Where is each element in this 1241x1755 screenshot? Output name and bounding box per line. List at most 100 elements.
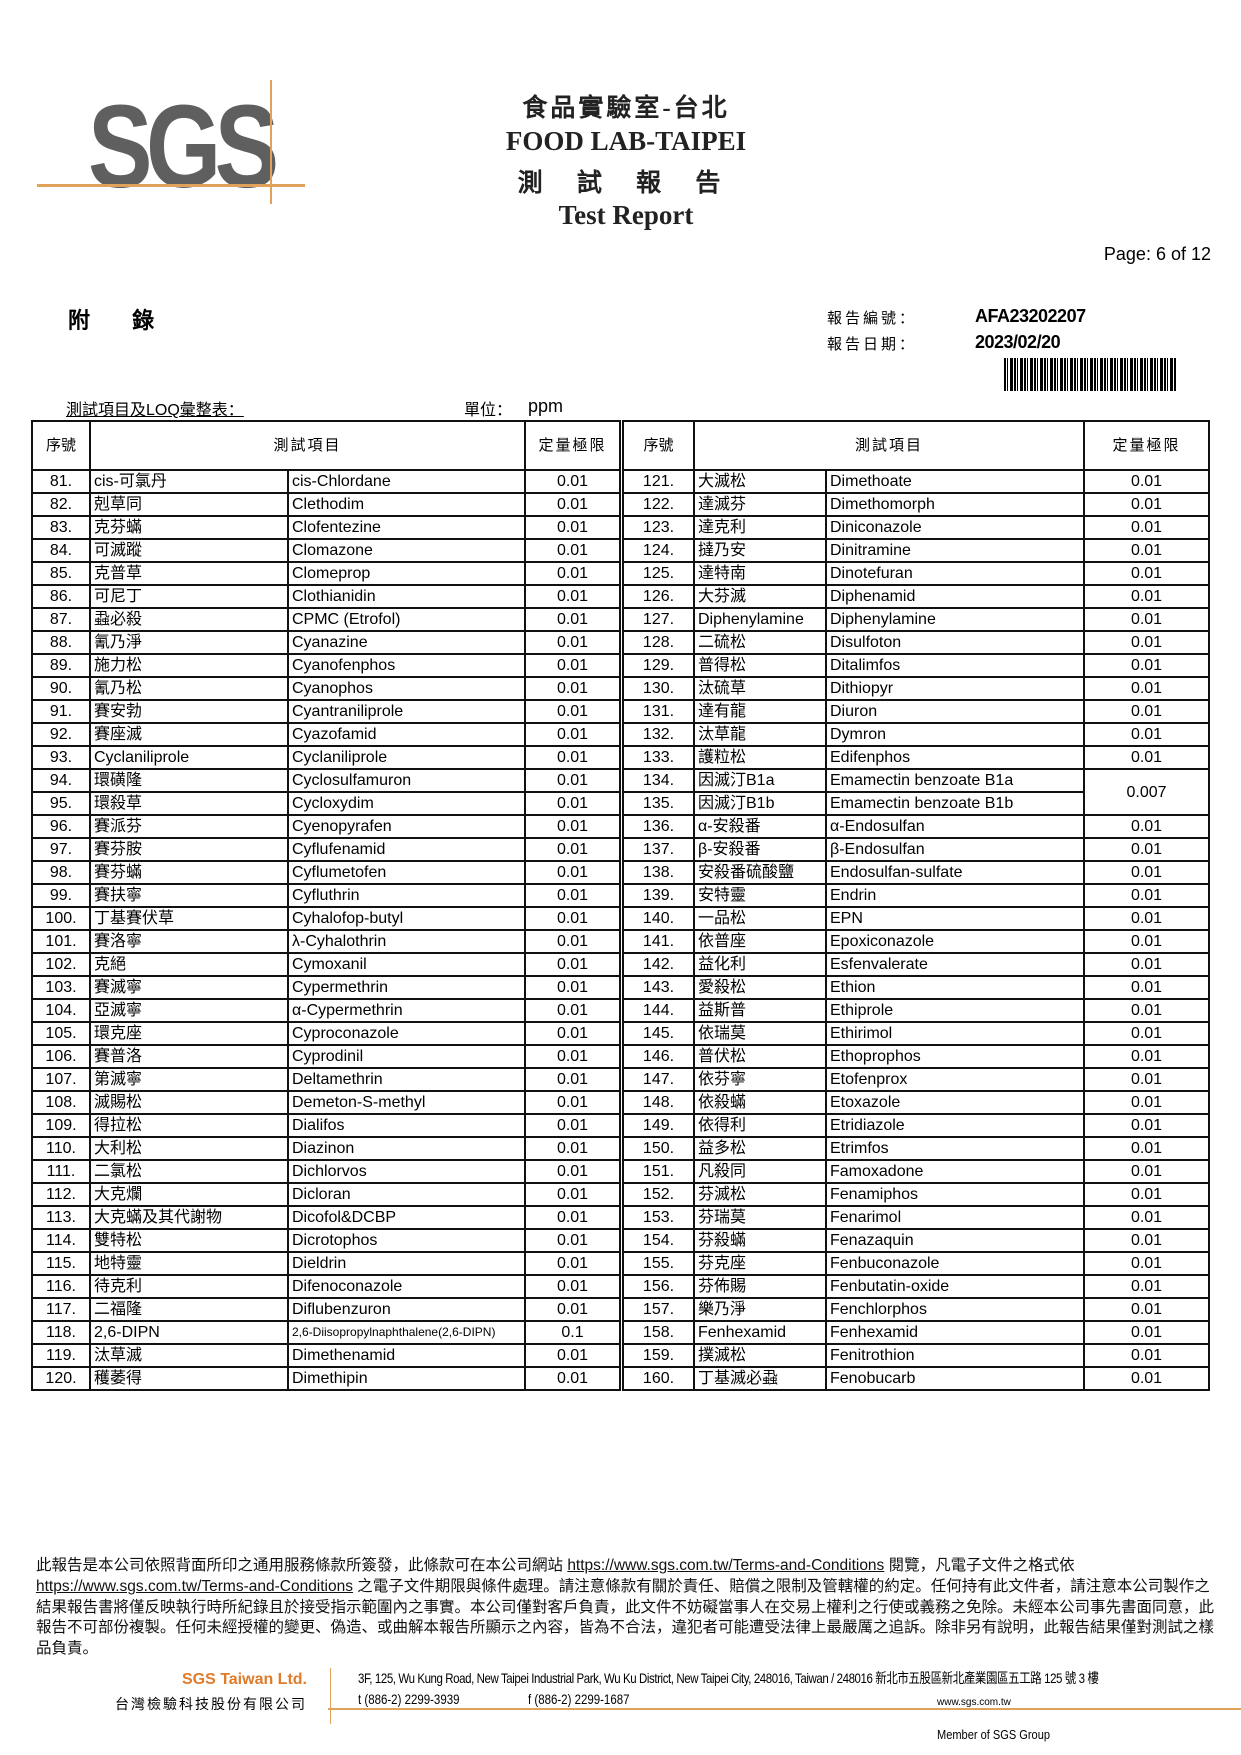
row-number: 100. <box>31 906 91 931</box>
table-row: 112. 大克爛 Dicloran 0.01 <box>31 1182 622 1207</box>
row-number: 82. <box>31 492 91 517</box>
table-row: 109. 得拉松 Dialifos 0.01 <box>31 1113 622 1138</box>
row-number: 157. <box>622 1297 695 1322</box>
item-name-en: Diniconazole <box>824 515 1086 540</box>
item-name-zh: 芬克座 <box>693 1251 827 1276</box>
table-row: 122. 達滅芬 Dimethomorph 0.01 <box>622 492 1211 517</box>
loq-value: 0.01 <box>524 929 622 954</box>
row-number: 98. <box>31 860 91 885</box>
row-number: 121. <box>622 469 695 494</box>
terms-link[interactable]: https://www.sgs.com.tw/Terms-and-Conditi… <box>567 1557 885 1574</box>
item-name-en: Fenhexamid <box>824 1320 1086 1345</box>
item-name-en: Dieldrin <box>286 1251 527 1276</box>
item-name-zh: 穫萎得 <box>89 1366 289 1391</box>
row-number: 106. <box>31 1044 91 1069</box>
item-name-en: Ethion <box>824 975 1086 1000</box>
item-name-en: Dymron <box>824 722 1086 747</box>
row-number: 93. <box>31 745 91 770</box>
item-name-zh: 益斯普 <box>693 998 827 1023</box>
item-name-zh: 依殺蟎 <box>693 1090 827 1115</box>
table-row: 84. 可滅蹤 Clomazone 0.01 <box>31 538 622 563</box>
table-row: 129. 普得松 Ditalimfos 0.01 <box>622 653 1211 678</box>
table-row: 148. 依殺蟎 Etoxazole 0.01 <box>622 1090 1211 1115</box>
item-name-en: Famoxadone <box>824 1159 1086 1184</box>
item-name-zh: 賽洛寧 <box>89 929 289 954</box>
item-name-en: Ethirimol <box>824 1021 1086 1046</box>
logo-vertical-rule <box>270 80 272 204</box>
row-number: 91. <box>31 699 91 724</box>
loq-value: 0.01 <box>1083 1297 1211 1322</box>
item-name-en: Dichlorvos <box>286 1159 527 1184</box>
row-number: 160. <box>622 1366 695 1391</box>
item-name-en: Disulfoton <box>824 630 1086 655</box>
item-name-zh: 因滅汀B1a <box>693 768 827 793</box>
table-row: 155. 芬克座 Fenbuconazole 0.01 <box>622 1251 1211 1276</box>
table-row: 102. 克絕 Cymoxanil 0.01 <box>31 952 622 977</box>
item-name-en: Dinotefuran <box>824 561 1086 586</box>
item-name-zh: 安殺番硫酸鹽 <box>693 860 827 885</box>
table-row: 140. 一品松 EPN 0.01 <box>622 906 1211 931</box>
row-number: 84. <box>31 538 91 563</box>
table-row: 86. 可尼丁 Clothianidin 0.01 <box>31 584 622 609</box>
row-number: 111. <box>31 1159 91 1184</box>
row-number: 125. <box>622 561 695 586</box>
item-name-en: Ethiprole <box>824 998 1086 1023</box>
table-row: 145. 依瑞莫 Ethirimol 0.01 <box>622 1021 1211 1046</box>
row-number: 109. <box>31 1113 91 1138</box>
loq-value: 0.01 <box>524 561 622 586</box>
loq-value: 0.01 <box>524 1297 622 1322</box>
item-name-en: Difenoconazole <box>286 1274 527 1299</box>
item-name-en: Emamectin benzoate B1a <box>824 768 1086 793</box>
disclaimer-part-1: 此報告是本公司依照背面所印之通用服務條款所簽發，此條款可在本公司網站 <box>36 1557 568 1574</box>
table-row: 114. 雙特松 Dicrotophos 0.01 <box>31 1228 622 1253</box>
row-number: 88. <box>31 630 91 655</box>
loq-value: 0.01 <box>1083 561 1211 586</box>
table-row: 131. 達有龍 Diuron 0.01 <box>622 699 1211 724</box>
loq-value: 0.01 <box>524 1044 622 1069</box>
row-number: 92. <box>31 722 91 747</box>
item-name-zh: 大克蟎及其代謝物 <box>89 1205 289 1230</box>
report-title-en: Test Report <box>558 200 694 230</box>
terms-link[interactable]: https://www.sgs.com.tw/Terms-and-Conditi… <box>36 1577 353 1595</box>
item-name-zh: Diphenylamine <box>693 607 827 632</box>
item-name-en: 2,6-Diisopropylnaphthalene(2,6-DIPN) <box>286 1320 527 1345</box>
table-row: 123. 達克利 Diniconazole 0.01 <box>622 515 1211 540</box>
disclaimer-part-3: 之電子文件期限與條件處理。請注意條款有關於責任、賠償之限制及管轄權的約定。任何持… <box>36 1577 1215 1658</box>
item-name-zh: 益化利 <box>693 952 827 977</box>
row-number: 132. <box>622 722 695 747</box>
item-name-en: Cyfluthrin <box>286 883 527 908</box>
item-name-en: Cyprodinil <box>286 1044 527 1069</box>
row-number: 159. <box>622 1343 695 1368</box>
row-number: 149. <box>622 1113 695 1138</box>
row-number: 90. <box>31 676 91 701</box>
item-name-en: Dialifos <box>286 1113 527 1138</box>
report-date: 2023/02/20 <box>975 332 1061 352</box>
row-number: 133. <box>622 745 695 770</box>
item-name-zh: 撲滅松 <box>693 1343 827 1368</box>
item-name-zh: 大利松 <box>89 1136 289 1161</box>
item-name-en: Clothianidin <box>286 584 527 609</box>
item-name-en: Fenamiphos <box>824 1182 1086 1207</box>
item-name-zh: 護粒松 <box>693 745 827 770</box>
item-name-en: α-Endosulfan <box>824 814 1086 839</box>
item-name-zh: 因滅汀B1b <box>693 791 827 816</box>
item-name-en: Dicofol&DCBP <box>286 1205 527 1230</box>
table-row: 94. 環磺隆 Cyclosulfamuron 0.01 <box>31 768 622 793</box>
row-number: 126. <box>622 584 695 609</box>
loq-value: 0.01 <box>1083 1343 1211 1368</box>
loq-value: 0.01 <box>1083 1044 1211 1069</box>
item-name-en: Dimethenamid <box>286 1343 527 1368</box>
table-row: 153. 芬瑞莫 Fenarimol 0.01 <box>622 1205 1211 1230</box>
row-number: 129. <box>622 653 695 678</box>
item-name-zh: 凡殺同 <box>693 1159 827 1184</box>
item-name-en: Dicloran <box>286 1182 527 1207</box>
row-number: 150. <box>622 1136 695 1161</box>
item-name-zh: 芬瑞莫 <box>693 1205 827 1230</box>
loq-value: 0.01 <box>524 1251 622 1276</box>
table-row: 139. 安特靈 Endrin 0.01 <box>622 883 1211 908</box>
item-name-en: β-Endosulfan <box>824 837 1086 862</box>
item-name-zh: 達有龍 <box>693 699 827 724</box>
page-number: Page: 6 of 12 <box>1103 244 1211 264</box>
row-number: 142. <box>622 952 695 977</box>
item-name-en: Ditalimfos <box>824 653 1086 678</box>
